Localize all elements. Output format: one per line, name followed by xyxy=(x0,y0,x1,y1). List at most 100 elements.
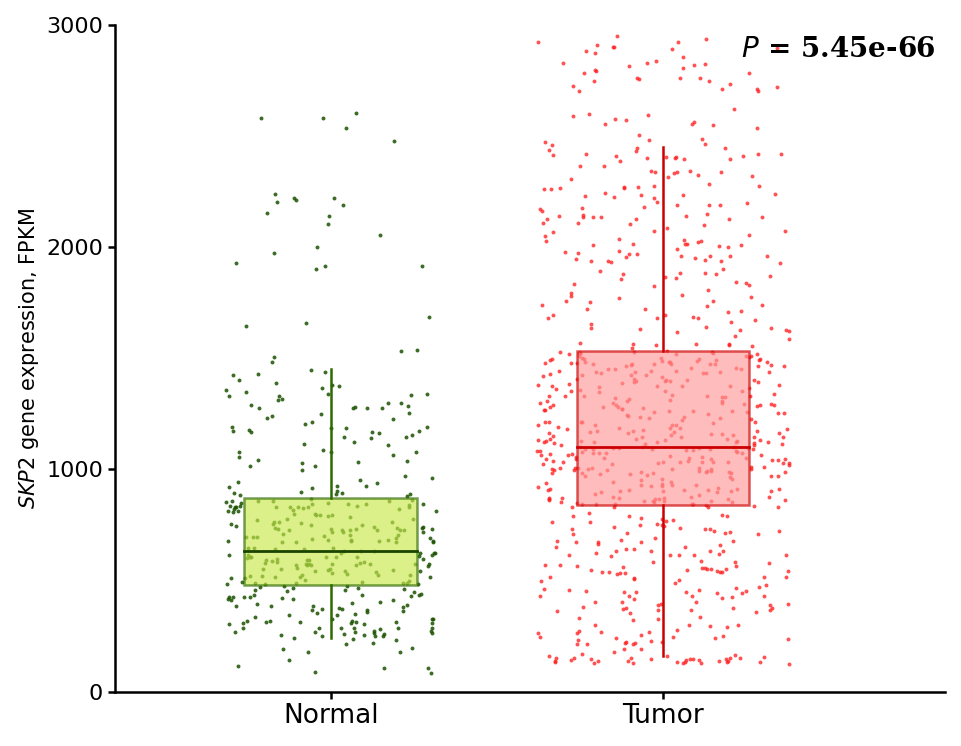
Point xyxy=(569,462,584,474)
Point xyxy=(544,468,559,480)
Point xyxy=(593,626,608,638)
Point xyxy=(342,511,357,523)
Point xyxy=(664,463,679,474)
Point xyxy=(540,493,555,505)
Point xyxy=(668,419,683,431)
Point xyxy=(530,627,545,639)
Point xyxy=(352,557,367,569)
Point xyxy=(702,523,718,535)
Point xyxy=(361,558,377,570)
Point xyxy=(711,198,727,210)
Point xyxy=(737,586,752,598)
Point xyxy=(343,617,358,629)
Point xyxy=(419,388,434,400)
Point xyxy=(752,656,767,668)
Point xyxy=(632,479,648,491)
Point xyxy=(243,426,259,438)
Point xyxy=(249,598,264,610)
Point xyxy=(369,524,384,536)
Point xyxy=(675,657,690,669)
Point xyxy=(704,295,720,307)
Point xyxy=(600,363,615,375)
Point xyxy=(590,656,605,668)
Point xyxy=(392,397,407,409)
Point xyxy=(298,317,313,329)
Point xyxy=(635,495,651,507)
Point xyxy=(425,613,440,625)
Point xyxy=(626,347,641,359)
Point xyxy=(694,562,709,574)
Point xyxy=(231,446,246,458)
Point xyxy=(762,322,777,333)
Point xyxy=(586,419,602,431)
Point xyxy=(667,348,682,360)
Point xyxy=(705,524,721,536)
Point xyxy=(264,555,280,567)
Point xyxy=(719,456,734,468)
Point xyxy=(588,425,604,437)
Point xyxy=(759,436,775,448)
Point xyxy=(712,566,727,578)
Point xyxy=(700,284,715,296)
Point xyxy=(290,501,306,513)
Point xyxy=(741,278,756,290)
Point xyxy=(659,651,675,662)
Point xyxy=(698,499,713,511)
Point xyxy=(406,586,421,598)
Point xyxy=(584,448,600,460)
Point xyxy=(563,385,579,397)
Point xyxy=(717,527,732,539)
Point xyxy=(625,638,640,650)
Point xyxy=(714,392,729,404)
Point xyxy=(572,348,587,360)
Point xyxy=(578,46,593,57)
Point xyxy=(243,551,259,562)
Point xyxy=(724,591,739,603)
Point xyxy=(714,545,729,557)
Point xyxy=(386,135,402,147)
Point xyxy=(697,266,712,278)
Point xyxy=(231,476,246,488)
Point xyxy=(647,532,662,544)
Point xyxy=(678,210,693,222)
Point xyxy=(744,170,759,182)
Point xyxy=(345,402,360,414)
Point xyxy=(691,584,706,596)
Point xyxy=(338,422,354,434)
Point xyxy=(536,231,552,242)
Point xyxy=(722,250,737,262)
Point xyxy=(288,536,304,548)
Point xyxy=(381,495,396,507)
Point xyxy=(577,443,592,455)
Point xyxy=(739,442,754,454)
Point xyxy=(681,166,697,178)
Point xyxy=(763,360,778,372)
Point xyxy=(408,445,424,457)
Point xyxy=(671,574,686,586)
Point xyxy=(338,638,354,650)
Point xyxy=(725,429,740,441)
Point xyxy=(598,448,613,460)
Point xyxy=(615,562,630,574)
Point xyxy=(351,456,366,468)
Point xyxy=(714,428,729,440)
Point xyxy=(702,358,717,370)
Point xyxy=(624,358,639,370)
Point xyxy=(740,351,755,363)
Point xyxy=(545,310,560,322)
Point xyxy=(337,583,353,595)
Point xyxy=(721,213,736,225)
Point xyxy=(257,557,272,569)
Point xyxy=(585,436,601,448)
Point xyxy=(410,589,426,601)
Point xyxy=(329,480,344,492)
Point xyxy=(224,495,239,507)
Point xyxy=(780,460,796,471)
Point xyxy=(699,300,714,312)
Point xyxy=(303,519,318,531)
Point xyxy=(252,580,267,592)
Point xyxy=(702,427,718,439)
Point xyxy=(682,604,698,616)
Point xyxy=(643,480,658,492)
Point xyxy=(600,255,615,267)
